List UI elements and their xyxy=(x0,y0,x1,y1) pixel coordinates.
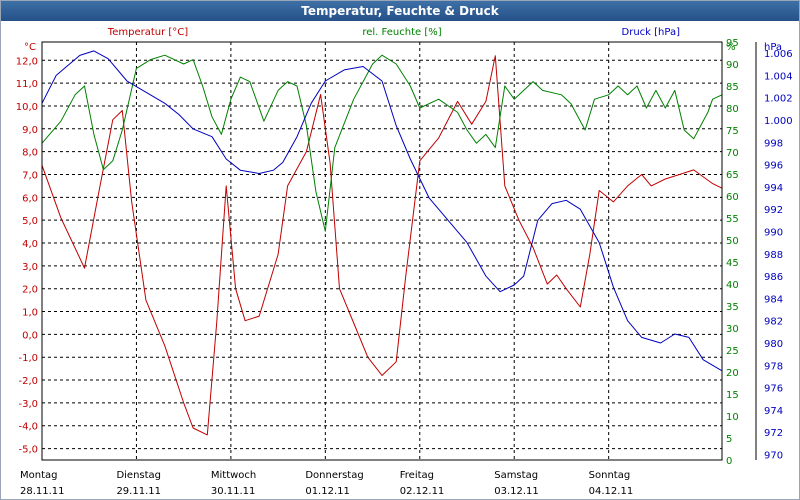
humidity-axis-title: rel. Feuchte [%] xyxy=(362,27,441,38)
humidity-tick-label: 60 xyxy=(726,192,739,203)
humidity-tick-label: 30 xyxy=(726,324,739,335)
temp-tick-label: 12,0 xyxy=(16,56,38,67)
temp-tick-label: -2,0 xyxy=(18,376,38,387)
humidity-tick-label: 85 xyxy=(726,82,739,93)
temp-tick-label: 1,0 xyxy=(22,308,38,319)
humidity-tick-label: 25 xyxy=(726,346,739,357)
temp-tick-label: 8,0 xyxy=(22,148,38,159)
humidity-tick-label: 90 xyxy=(726,60,739,71)
x-tick-weekday: Sonntag xyxy=(589,470,631,481)
pressure-unit: hPa xyxy=(764,42,782,53)
x-tick-weekday: Montag xyxy=(20,470,57,481)
plot-border xyxy=(41,41,723,461)
temp-tick-label: 9,0 xyxy=(22,125,38,136)
humidity-tick-label: 50 xyxy=(726,236,739,247)
pressure-tick-label: 994 xyxy=(764,183,783,194)
grid-lines xyxy=(42,42,757,460)
axes-labels: 12,0 11,0 10,0 9,0 8,0 7,0 6,0 5,0 4,0 3,0 2,0 1,0 0… xyxy=(16,27,793,497)
temp-tick-label: -1,0 xyxy=(18,353,38,364)
x-tick-date: 30.11.11 xyxy=(211,486,256,497)
x-tick-weekday: Donnerstag xyxy=(305,470,363,481)
temp-tick-label: 5,0 xyxy=(22,216,38,227)
pressure-axis-title: Druck [hPa] xyxy=(622,27,681,38)
pressure-tick-label: 984 xyxy=(764,294,783,305)
x-tick-weekday: Samstag xyxy=(494,470,538,481)
humidity-unit: % xyxy=(726,42,736,53)
pressure-tick-label: 976 xyxy=(764,384,783,395)
x-tick-weekday: Dienstag xyxy=(116,470,161,481)
humidity-tick-label: 10 xyxy=(726,412,739,423)
temp-tick-label: -5,0 xyxy=(18,445,38,456)
chart-title: Temperatur, Feuchte & Druck xyxy=(1,1,799,21)
series-line-right xyxy=(41,50,723,372)
pressure-tick-label: 986 xyxy=(764,272,783,283)
humidity-tick-label: 80 xyxy=(726,104,739,115)
x-tick-date: 28.11.11 xyxy=(20,486,65,497)
temp-tick-label: 10,0 xyxy=(16,102,38,113)
pressure-tick-label: 988 xyxy=(764,250,783,261)
series-line-middle xyxy=(41,54,723,232)
pressure-tick-label: 992 xyxy=(764,205,783,216)
temp-tick-label: 2,0 xyxy=(22,285,38,296)
humidity-tick-label: 55 xyxy=(726,214,739,225)
pressure-tick-label: 990 xyxy=(764,227,783,238)
pressure-tick-label: 974 xyxy=(764,406,783,417)
humidity-tick-label: 35 xyxy=(726,302,739,313)
humidity-tick-label: 95 xyxy=(726,38,739,49)
humidity-tick-label: 75 xyxy=(726,126,739,137)
humidity-tick-label: 45 xyxy=(726,258,739,269)
pressure-tick-label: 978 xyxy=(764,361,783,372)
x-tick-date: 03.12.11 xyxy=(494,486,539,497)
pressure-tick-label: 1.004 xyxy=(764,71,793,82)
temp-unit: °C xyxy=(24,42,36,53)
humidity-tick-label: 20 xyxy=(726,368,739,379)
temp-tick-label: 6,0 xyxy=(22,193,38,204)
x-tick-weekday: Freitag xyxy=(400,470,434,481)
humidity-tick-label: 0 xyxy=(726,456,732,467)
temp-tick-label: 7,0 xyxy=(22,170,38,181)
x-tick-weekday: Mittwoch xyxy=(211,470,256,481)
plot-area xyxy=(42,42,722,460)
humidity-tick-label: 5 xyxy=(726,434,732,445)
x-tick-date: 29.11.11 xyxy=(116,486,161,497)
humidity-tick-label: 65 xyxy=(726,170,739,181)
temp-tick-label: -4,0 xyxy=(18,422,38,433)
temp-tick-label: -3,0 xyxy=(18,399,38,410)
temp-tick-label: 11,0 xyxy=(16,79,38,90)
series-layer xyxy=(41,50,723,436)
temp-tick-label: 0,0 xyxy=(22,330,38,341)
humidity-tick-label: 15 xyxy=(726,390,739,401)
pressure-tick-label: 1.006 xyxy=(764,49,793,60)
series-line-left xyxy=(41,55,723,436)
pressure-tick-label: 998 xyxy=(764,138,783,149)
temp-tick-label: 4,0 xyxy=(22,239,38,250)
pressure-tick-label: 970 xyxy=(764,450,783,461)
pressure-tick-label: 1.000 xyxy=(764,116,793,127)
x-tick-date: 02.12.11 xyxy=(400,486,445,497)
x-tick-date: 01.12.11 xyxy=(305,486,350,497)
pressure-tick-label: 982 xyxy=(764,317,783,328)
pressure-tick-label: 980 xyxy=(764,339,783,350)
temp-axis-title: Temperatur [°C] xyxy=(107,27,188,38)
humidity-tick-label: 70 xyxy=(726,148,739,159)
x-tick-date: 04.12.11 xyxy=(589,486,634,497)
pressure-tick-label: 1.002 xyxy=(764,94,793,105)
humidity-tick-label: 40 xyxy=(726,280,739,291)
pressure-tick-label: 972 xyxy=(764,428,783,439)
pressure-tick-label: 996 xyxy=(764,161,783,172)
temp-tick-label: 3,0 xyxy=(22,262,38,273)
